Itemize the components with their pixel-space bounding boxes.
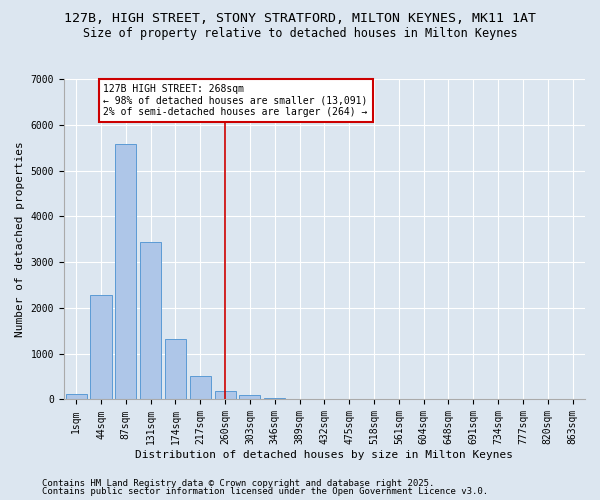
X-axis label: Distribution of detached houses by size in Milton Keynes: Distribution of detached houses by size … <box>136 450 514 460</box>
Bar <box>65 394 87 400</box>
Bar <box>140 242 161 400</box>
Text: 127B, HIGH STREET, STONY STRATFORD, MILTON KEYNES, MK11 1AT: 127B, HIGH STREET, STONY STRATFORD, MILT… <box>64 12 536 26</box>
Bar <box>91 295 112 400</box>
Bar <box>190 376 211 400</box>
Text: Contains HM Land Registry data © Crown copyright and database right 2025.: Contains HM Land Registry data © Crown c… <box>42 478 434 488</box>
Bar <box>115 144 136 400</box>
Text: 127B HIGH STREET: 268sqm
← 98% of detached houses are smaller (13,091)
2% of sem: 127B HIGH STREET: 268sqm ← 98% of detach… <box>103 84 368 117</box>
Bar <box>165 340 186 400</box>
Y-axis label: Number of detached properties: Number of detached properties <box>15 142 25 337</box>
Bar <box>215 391 236 400</box>
Bar <box>264 398 285 400</box>
Text: Size of property relative to detached houses in Milton Keynes: Size of property relative to detached ho… <box>83 28 517 40</box>
Bar <box>239 395 260 400</box>
Text: Contains public sector information licensed under the Open Government Licence v3: Contains public sector information licen… <box>42 487 488 496</box>
